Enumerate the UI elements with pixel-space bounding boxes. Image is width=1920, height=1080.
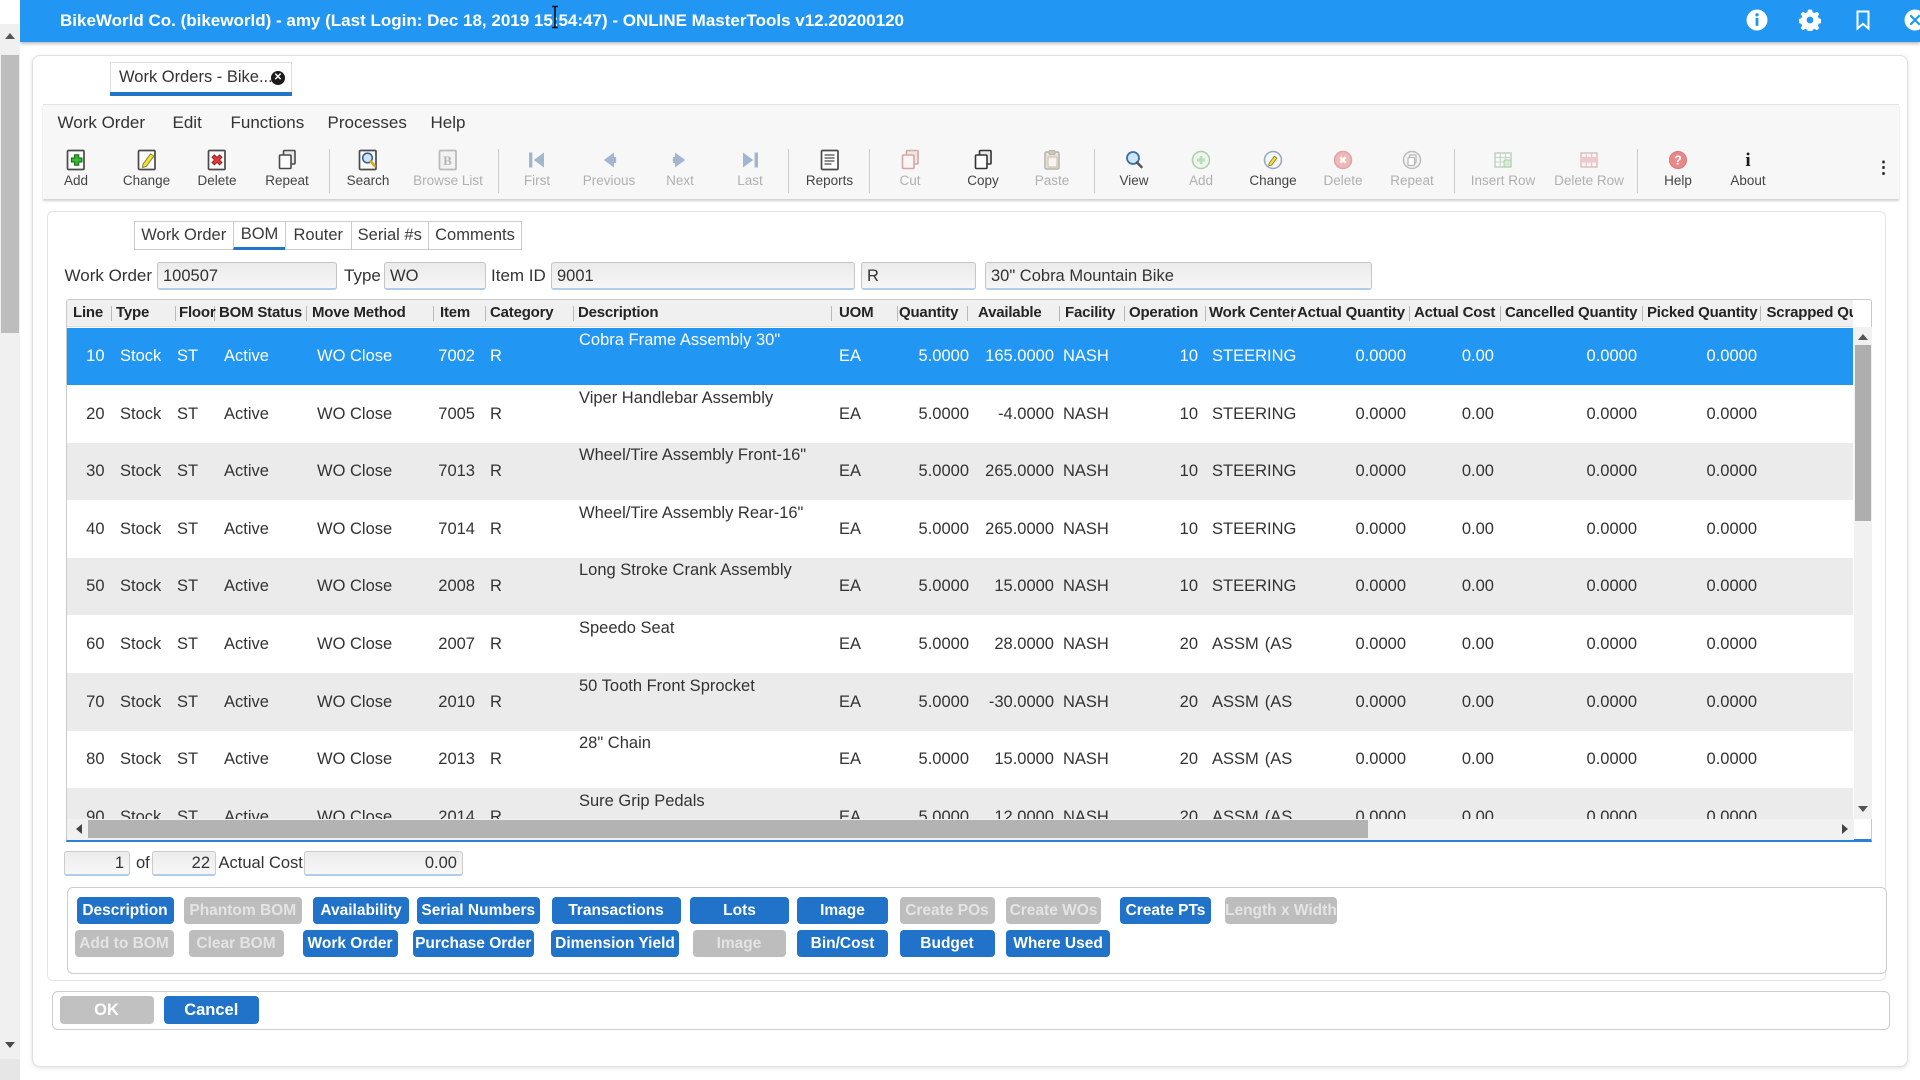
svg-text:?: ? xyxy=(1674,154,1682,168)
svg-text:i: i xyxy=(1745,150,1750,171)
svg-text:B: B xyxy=(443,153,452,168)
